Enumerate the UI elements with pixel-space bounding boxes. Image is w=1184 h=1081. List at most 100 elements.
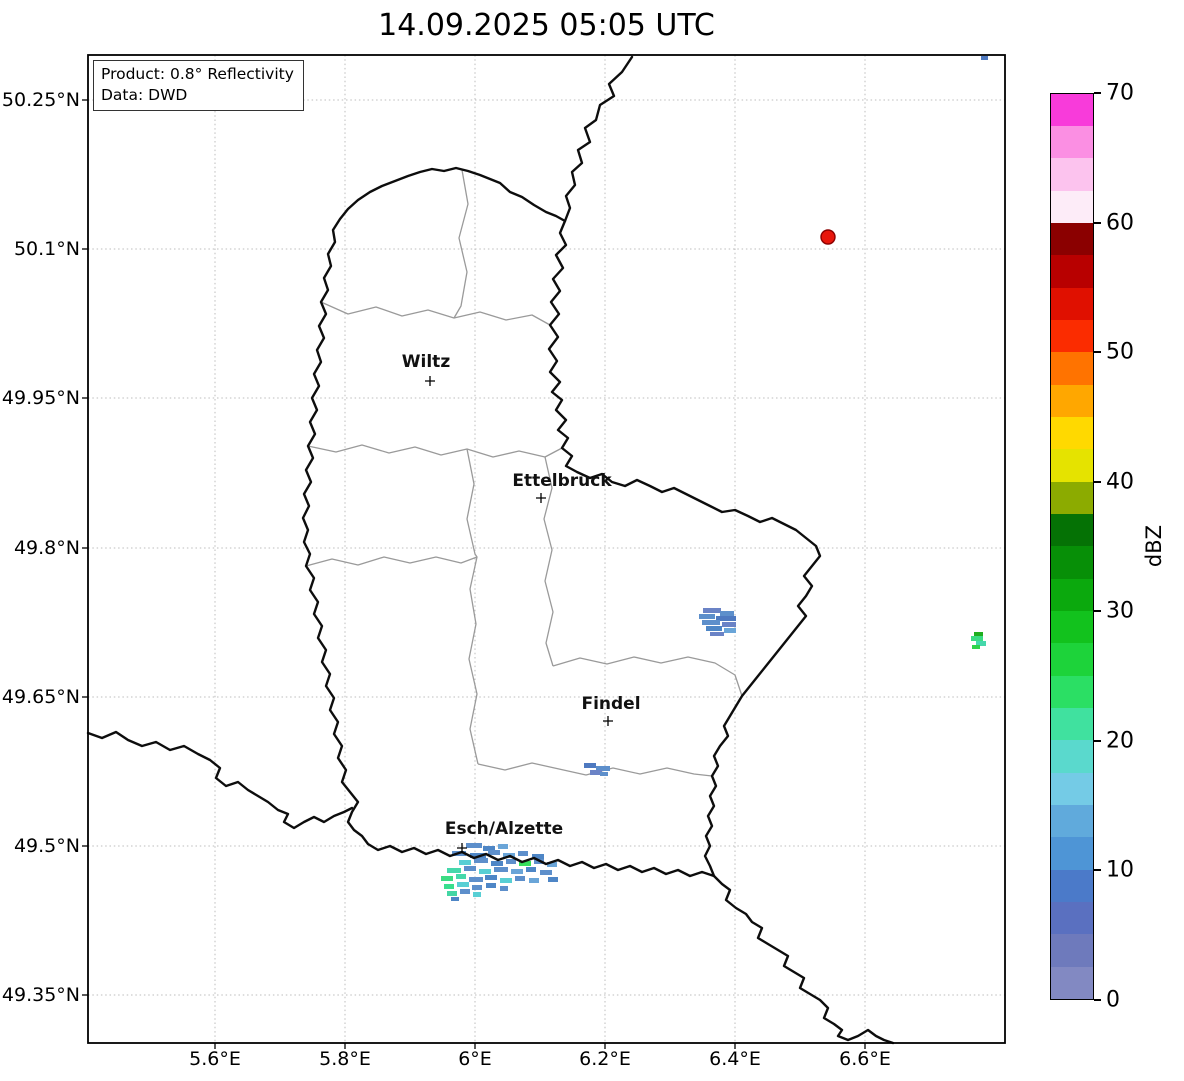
radar-echo-segment — [702, 620, 720, 625]
radar-echo-segment — [491, 861, 503, 866]
colorbar-band — [1051, 611, 1093, 644]
colorbar-band — [1051, 837, 1093, 870]
gridline-layer — [88, 55, 1005, 1043]
radar-echo-segment — [584, 763, 596, 768]
city-marker-ettelbruck — [536, 493, 546, 503]
colorbar-band — [1051, 352, 1093, 385]
y-axis-tick-label: 49.8°N — [13, 537, 80, 559]
radar-echo-segment — [526, 867, 536, 872]
colorbar-band — [1051, 966, 1093, 999]
colorbar-band — [1051, 772, 1093, 806]
radar-echo-segment — [494, 867, 508, 872]
radar-echo-segment — [498, 844, 508, 849]
radar-echo-segment — [457, 882, 469, 887]
colorbar-band — [1051, 255, 1093, 288]
map-frame — [87, 54, 1006, 1044]
radar-echo-segment — [444, 884, 454, 889]
radar-echo-segment — [472, 885, 482, 890]
y-axis-tick-label: 49.95°N — [1, 387, 80, 409]
colorbar-band — [1051, 643, 1093, 676]
radar-echo-segment — [456, 874, 466, 879]
country-border — [86, 730, 354, 830]
colorbar-tick-label: 40 — [1106, 469, 1134, 495]
radar-echo-segment — [976, 641, 986, 646]
radar-echo-segment — [590, 770, 602, 775]
district-border — [552, 656, 743, 697]
x-axis-tick-label: 6°E — [458, 1048, 492, 1070]
axis-tick-layer — [82, 99, 866, 1049]
radar-echo-segment — [699, 614, 715, 619]
colorbar-band — [1051, 320, 1093, 353]
radar-echo-segment — [706, 626, 722, 631]
colorbar-band — [1051, 287, 1093, 321]
product-info-line1: Product: 0.8° Reflectivity — [101, 65, 294, 83]
radar-echo-segment — [474, 858, 488, 863]
colorbar-band — [1051, 869, 1093, 903]
district-border — [453, 169, 469, 319]
colorbar-tick-label: 10 — [1106, 857, 1134, 883]
y-axis-tick-label: 49.65°N — [1, 686, 80, 708]
city-label-ettelbruck: Ettelbruck — [512, 471, 612, 491]
radar-echo-segment — [716, 616, 736, 621]
colorbar-band — [1051, 481, 1093, 515]
colorbar — [1050, 93, 1094, 1000]
radar-echo-segment — [600, 772, 608, 776]
district-border — [320, 301, 551, 326]
radar-echo-segment — [447, 891, 457, 896]
radar-echo-segment — [447, 868, 461, 873]
radar-echo-segment — [981, 56, 988, 60]
y-axis-tick-label: 50.1°N — [13, 238, 80, 260]
colorbar-band — [1051, 223, 1093, 256]
colorbar-band — [1051, 902, 1093, 935]
colorbar-tickmark — [1094, 351, 1101, 354]
radar-echo-segment — [459, 860, 471, 865]
x-axis-tick-label: 6.2°E — [579, 1048, 631, 1070]
radar-echo-segment — [479, 869, 491, 874]
district-border — [466, 448, 479, 765]
colorbar-tick-label: 50 — [1106, 339, 1134, 365]
product-info-line2: Data: DWD — [101, 85, 188, 104]
colorbar-band — [1051, 158, 1093, 191]
colorbar-tickmark — [1094, 739, 1101, 742]
city-marker-esch-alzette — [457, 843, 467, 853]
radar-echo-segment — [460, 889, 470, 894]
colorbar-tick-label: 60 — [1106, 210, 1134, 236]
radar-echo-segment — [469, 877, 483, 882]
figure-title: 14.09.2025 05:05 UTC — [378, 8, 715, 43]
radar-echo-segment — [518, 851, 528, 856]
colorbar-band — [1051, 578, 1093, 612]
radar-echo-segment — [464, 866, 476, 871]
product-info-box: Product: 0.8° Reflectivity Data: DWD — [93, 60, 304, 111]
colorbar-band — [1051, 708, 1093, 741]
city-label-wiltz: Wiltz — [401, 352, 451, 372]
country-border — [301, 166, 822, 878]
x-axis-tick-label: 5.8°E — [319, 1048, 371, 1070]
radar-echo-segment — [500, 878, 512, 883]
radar-echo-segment — [596, 766, 610, 771]
colorbar-tickmark — [1094, 869, 1101, 872]
colorbar-band — [1051, 514, 1093, 547]
x-axis-tick-label: 6.4°E — [709, 1048, 761, 1070]
radar-echo-segment — [486, 883, 496, 888]
city-marker-findel — [603, 716, 613, 726]
colorbar-tickmark — [1094, 221, 1101, 224]
colorbar-band — [1051, 126, 1093, 159]
colorbar-tick-label: 30 — [1106, 598, 1134, 624]
city-label-findel: Findel — [581, 694, 641, 714]
colorbar-tickmark — [1094, 610, 1101, 613]
colorbar-tickmark — [1094, 999, 1101, 1001]
colorbar-tickmark — [1094, 92, 1101, 94]
city-label-esch-alzette: Esch/Alzette — [444, 819, 564, 839]
radar-echo-segment — [506, 859, 516, 864]
y-axis-tick-label: 50.25°N — [1, 89, 80, 111]
radar-echo-segment — [485, 875, 497, 880]
country-border-layer — [86, 55, 895, 1045]
district-border — [307, 444, 563, 458]
radar-echo-segment — [500, 886, 508, 891]
colorbar-band — [1051, 740, 1093, 773]
radar-echo-segment — [972, 645, 980, 649]
radar-point-echo — [820, 229, 836, 245]
colorbar-band — [1051, 805, 1093, 838]
